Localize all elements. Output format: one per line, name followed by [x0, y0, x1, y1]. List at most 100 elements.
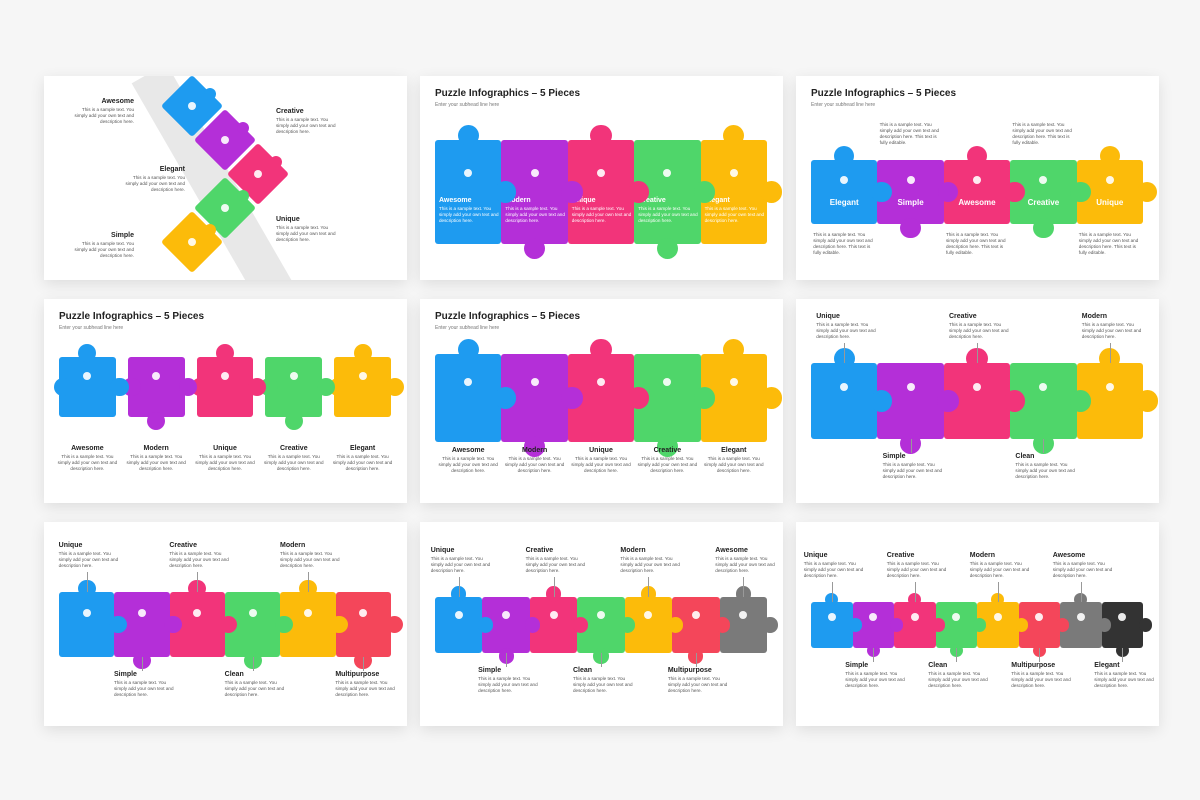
puzzle-knob — [78, 344, 97, 363]
leader-line — [197, 572, 199, 592]
item-description: This is a sample text. You simply add yo… — [571, 456, 631, 473]
puzzle-knob — [899, 432, 922, 454]
item-label: Clean — [573, 667, 593, 674]
puzzle-knob — [1099, 145, 1121, 167]
item-description: This is a sample text. You simply add yo… — [438, 456, 498, 473]
puzzle-knob — [561, 387, 583, 409]
item-label: Creative — [886, 552, 915, 559]
piece-icon — [739, 610, 748, 619]
item-description: This is a sample text. You simply add yo… — [169, 551, 229, 568]
item-description: This is a sample text. You simply add yo… — [195, 454, 255, 471]
item-label: Elegant — [704, 197, 730, 205]
slide-card: Puzzle Infographics – 5 Pieces Enter your… — [420, 299, 783, 503]
puzzle-knob — [1139, 618, 1153, 632]
puzzle-knob — [949, 644, 963, 658]
item-label: Modern — [521, 447, 548, 454]
puzzle-piece — [435, 354, 502, 442]
item-description: This is a sample text. You simply add yo… — [969, 561, 1030, 578]
piece-icon — [502, 610, 511, 619]
puzzle-knob — [890, 618, 904, 632]
puzzle-knob — [545, 586, 562, 602]
item-description: This is a sample text. You simply add yo… — [439, 206, 499, 224]
puzzle-knob — [523, 237, 546, 259]
puzzle-knob — [656, 237, 678, 259]
item-description: This is a sample text. You simply add yo… — [276, 225, 336, 242]
puzzle-knob — [495, 387, 517, 409]
item-label: Unique — [276, 216, 300, 223]
item-label: Multipurpose — [1011, 662, 1056, 669]
puzzle-knob — [353, 344, 372, 363]
puzzle-knob — [237, 190, 249, 202]
item-description: This is a sample text. You simply add yo… — [335, 680, 395, 697]
puzzle-knob — [215, 344, 235, 363]
puzzle-knob — [1070, 181, 1091, 203]
puzzle-knob — [760, 181, 782, 203]
item-label: Clean — [224, 671, 244, 678]
item-label: Simple — [111, 232, 134, 239]
piece-icon — [597, 610, 605, 619]
puzzle-piece — [811, 602, 853, 648]
puzzle-knob — [871, 390, 893, 412]
piece-icon — [973, 383, 981, 392]
item-description: This is a sample text. You simply add yo… — [816, 322, 876, 339]
slide-subtitle: Enter your subhead line here — [435, 325, 500, 331]
leader-line — [1109, 343, 1111, 363]
puzzle-knob — [299, 579, 317, 598]
puzzle-knob — [53, 377, 72, 397]
item-description: This is a sample text. You simply add yo… — [571, 206, 632, 224]
puzzle-knob — [833, 348, 855, 370]
puzzle-knob — [1136, 181, 1158, 203]
piece-icon — [359, 608, 368, 617]
item-description: This is a sample text. You simply add yo… — [126, 454, 186, 471]
puzzle-knob — [1115, 644, 1129, 658]
item-description: This is a sample text. You simply add yo… — [882, 462, 943, 479]
puzzle-knob — [627, 181, 650, 203]
item-description: This is a sample text. You simply add yo… — [704, 206, 765, 224]
piece-icon — [304, 608, 312, 617]
item-label: Simple — [897, 198, 924, 208]
piece-icon — [973, 176, 981, 185]
leader-line — [1080, 582, 1082, 602]
item-label: Unique — [430, 547, 455, 554]
item-description: This is a sample text. You simply add yo… — [58, 551, 119, 568]
piece-icon — [549, 610, 558, 619]
piece-icon — [597, 378, 605, 387]
piece-icon — [221, 204, 229, 212]
puzzle-knob — [900, 217, 921, 239]
item-description: This is a sample text. You simply add yo… — [667, 676, 728, 693]
item-label: Awesome — [451, 447, 485, 454]
item-label: Elegant — [349, 445, 376, 452]
puzzle-knob — [1032, 432, 1054, 454]
leader-line — [601, 653, 602, 667]
puzzle-knob — [247, 377, 267, 397]
puzzle-knob — [1074, 592, 1088, 606]
piece-icon — [691, 610, 700, 619]
puzzle-knob — [109, 615, 127, 634]
puzzle-knob — [735, 586, 751, 602]
slide-subtitle: Enter your subhead line here — [59, 325, 124, 331]
piece-icon — [729, 378, 738, 387]
piece-icon — [910, 612, 919, 621]
puzzle-knob — [1014, 618, 1028, 632]
puzzle-knob — [179, 377, 198, 397]
puzzle-knob — [871, 181, 892, 203]
puzzle-knob — [640, 586, 656, 602]
puzzle-knob — [354, 651, 373, 670]
puzzle-knob — [627, 387, 650, 409]
leader-line — [1122, 648, 1124, 662]
piece-icon — [663, 378, 672, 387]
puzzle-knob — [477, 617, 494, 633]
item-label: Unique — [58, 542, 83, 549]
puzzle-knob — [667, 617, 683, 633]
puzzle-knob — [164, 615, 183, 634]
item-label: Awesome — [958, 198, 996, 208]
puzzle-piece — [811, 160, 878, 224]
item-description: This is a sample text. You simply add yo… — [704, 456, 764, 473]
leader-line — [1043, 439, 1045, 453]
item-description: This is a sample text. You simply add yo… — [224, 680, 285, 697]
item-description: This is a sample text. You simply add yo… — [57, 454, 118, 471]
piece-icon — [1039, 383, 1048, 392]
item-description: This is a sample text. You simply add yo… — [637, 456, 698, 473]
piece-icon — [644, 610, 653, 619]
item-description: This is a sample text. You simply add yo… — [886, 561, 947, 578]
